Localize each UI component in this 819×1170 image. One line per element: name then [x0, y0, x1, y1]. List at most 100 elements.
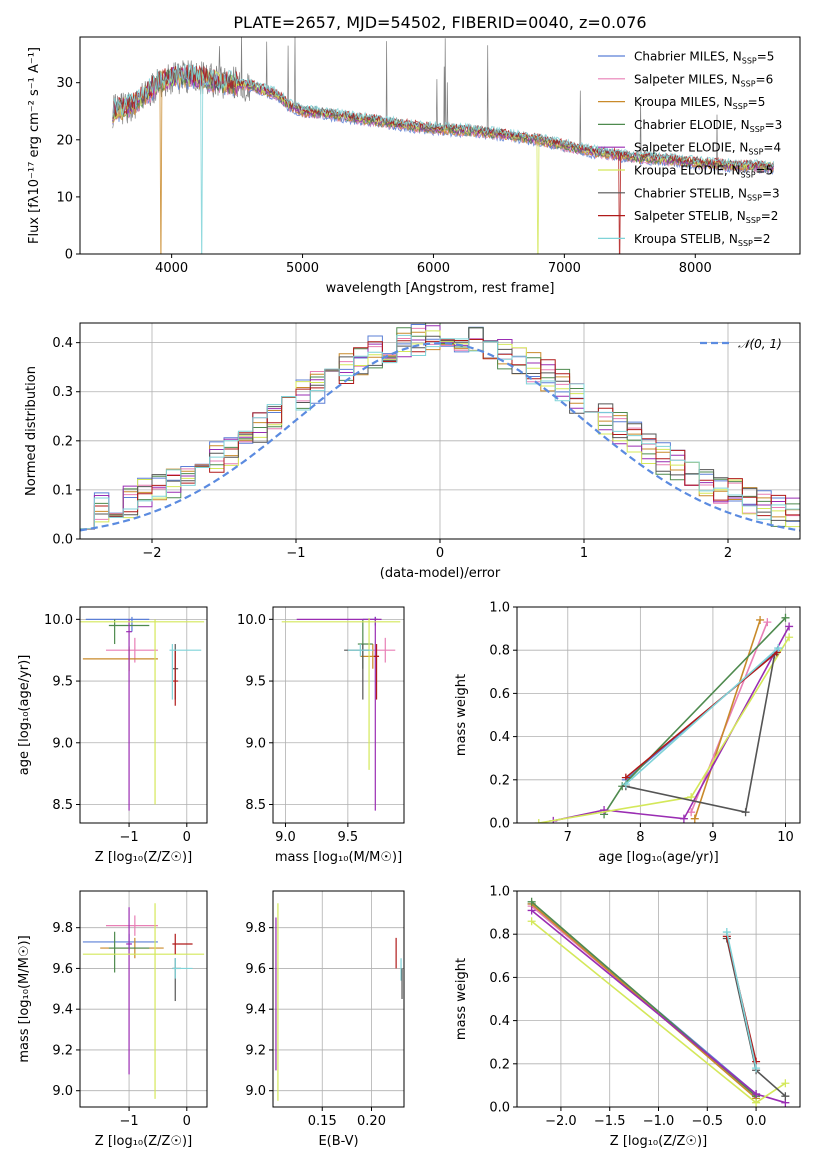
series-line-salpeter-stelib — [625, 651, 778, 779]
errorbar-point — [172, 933, 193, 955]
y-tick-label: 10 — [56, 190, 73, 205]
legend: 𝒩(0, 1) — [700, 337, 782, 351]
grid — [273, 607, 404, 823]
errorbar-point — [169, 644, 202, 700]
marker-plus — [752, 1064, 761, 1073]
marker-plus — [722, 928, 731, 937]
panel-mass_vs_EBV: 0.15 0.20 9.0 9.2 9.4 9.6 9.8 E(B-V) — [245, 890, 405, 1149]
marker-plus — [527, 917, 536, 926]
x-axis-label: Z [log₁₀(Z/Z☉)] — [95, 850, 192, 865]
errorbar-point — [172, 650, 179, 706]
marker-plus — [763, 618, 772, 627]
x-axis-label: age [log₁₀(age/yr)] — [598, 850, 719, 865]
grid — [80, 323, 800, 540]
y-tick-label: 0.2 — [52, 434, 73, 449]
errorbar-point — [82, 903, 205, 1099]
model-spectrum-kroupa-stelib — [112, 63, 775, 254]
grid — [80, 891, 207, 1107]
grid — [80, 607, 207, 823]
errorbar-point — [374, 644, 380, 700]
x-tick-label: 0.15 — [308, 1114, 337, 1129]
errorbar-point — [281, 618, 401, 770]
axes-frame — [516, 606, 801, 824]
x-tick-label: 7 — [564, 830, 572, 845]
errorbar-point — [172, 958, 182, 1002]
marker-plus — [741, 808, 750, 817]
y-tick-label: 9.5 — [245, 675, 266, 690]
x-tick-label: −1 — [286, 546, 305, 561]
legend-label: 𝒩(0, 1) — [738, 337, 782, 351]
y-tick-label: 9.0 — [245, 1084, 266, 1099]
y-tick-label: 0.4 — [489, 1014, 510, 1029]
x-tick-label: 0.20 — [357, 1114, 386, 1129]
errorbar-point — [80, 619, 205, 805]
y-axis-label: age [log₁₀(age/yr)] — [17, 655, 32, 776]
y-tick-label: 9.2 — [245, 1043, 266, 1058]
y-tick-label: 0.3 — [52, 385, 73, 400]
y-axis-label: mass [log₁₀(M/M☉)] — [17, 935, 32, 1062]
series-line-kroupa-stelib — [726, 931, 757, 1069]
x-tick-label: 7000 — [548, 261, 581, 276]
x-tick-label: 0 — [436, 546, 444, 561]
panel-spectrum: Chabrier MILES, NSSP=5 Salpeter MILES, NS… — [27, 36, 801, 296]
x-tick-label: −1 — [119, 1114, 138, 1129]
y-tick-label: 8.5 — [52, 798, 73, 813]
x-tick-label: 5000 — [286, 261, 319, 276]
y-tick-label: 9.4 — [52, 1003, 73, 1018]
figure-title: PLATE=2657, MJD=54502, FIBERID=0040, z=0… — [233, 13, 646, 32]
x-tick-label: −1.5 — [594, 1114, 626, 1129]
y-tick-label: 0.2 — [489, 773, 510, 788]
x-tick-label: 9 — [709, 830, 717, 845]
marker-plus — [527, 906, 536, 915]
x-tick-label: 9.0 — [275, 830, 296, 845]
legend-label: Kroupa ELODIE, NSSP=5 — [634, 164, 773, 180]
y-tick-label: 0.6 — [489, 971, 510, 986]
x-tick-label: 2 — [724, 546, 732, 561]
y-tick-label: 9.0 — [245, 736, 266, 751]
legend-label: Kroupa MILES, NSSP=5 — [634, 95, 765, 111]
y-tick-label: 0 — [65, 248, 73, 263]
x-tick-label: −1 — [119, 830, 138, 845]
y-tick-label: 0.0 — [489, 1101, 510, 1116]
x-tick-label: 0 — [183, 1114, 191, 1129]
y-tick-label: 9.4 — [245, 1003, 266, 1018]
marker-plus — [690, 814, 699, 823]
series-line-kroupa-stelib — [625, 647, 779, 785]
y-axis-label: Flux [fλ10⁻¹⁷ erg cm⁻² s⁻¹ A⁻¹] — [27, 47, 42, 244]
y-tick-label: 8.5 — [245, 798, 266, 813]
x-tick-label: 1 — [580, 546, 588, 561]
errorbar-point — [172, 958, 193, 979]
marker-plus — [679, 814, 688, 823]
x-tick-label: 0 — [183, 830, 191, 845]
marker-plus — [785, 633, 794, 642]
x-axis-label: Z [log₁₀(Z/Z☉)] — [95, 1134, 192, 1149]
marker-plus — [527, 897, 536, 906]
x-tick-label: 8000 — [679, 261, 712, 276]
panel-age_vs_mass: 9.0 9.5 8.5 9.0 9.5 10.0 mass [log₁₀(M/M☉)] — [237, 606, 405, 865]
panel-residuals: 𝒩(0, 1) −2 −1 0 1 2 0.0 0.1 0.2 0.3 0.4 (data-model… — [24, 322, 801, 581]
axes-frame — [79, 890, 208, 1108]
axes-frame — [272, 606, 405, 824]
legend-label: Salpeter STELIB, NSSP=2 — [634, 209, 778, 225]
x-tick-label: 8 — [636, 830, 644, 845]
y-tick-label: 9.8 — [52, 921, 73, 936]
y-tick-label: 0.0 — [489, 817, 510, 832]
errorbar-point — [296, 616, 382, 811]
y-tick-label: 9.6 — [245, 962, 266, 977]
y-tick-label: 1.0 — [489, 885, 510, 900]
y-axis-label: mass weight — [454, 674, 469, 756]
marker-plus — [687, 808, 696, 817]
x-tick-label: 9.5 — [338, 830, 359, 845]
y-tick-label: 10.0 — [237, 613, 266, 628]
y-tick-label: 0.0 — [52, 533, 73, 548]
y-tick-label: 9.0 — [52, 736, 73, 751]
series-line-kroupa-miles — [694, 619, 761, 819]
plot-area-massweight_vs_Z — [527, 897, 790, 1107]
plot-area-residuals — [80, 323, 800, 532]
panel-massweight_vs_Z: −2.0 −1.5 −1.0 −0.5 0.0 0.0 0.2 0.4 0.6 0.8 1.0 Z [… — [454, 885, 801, 1149]
x-axis-label: Z [log₁₀(Z/Z☉)] — [610, 1134, 707, 1149]
marker-plus — [781, 1092, 790, 1101]
axes-frame — [272, 890, 405, 1108]
y-tick-label: 20 — [56, 133, 73, 148]
